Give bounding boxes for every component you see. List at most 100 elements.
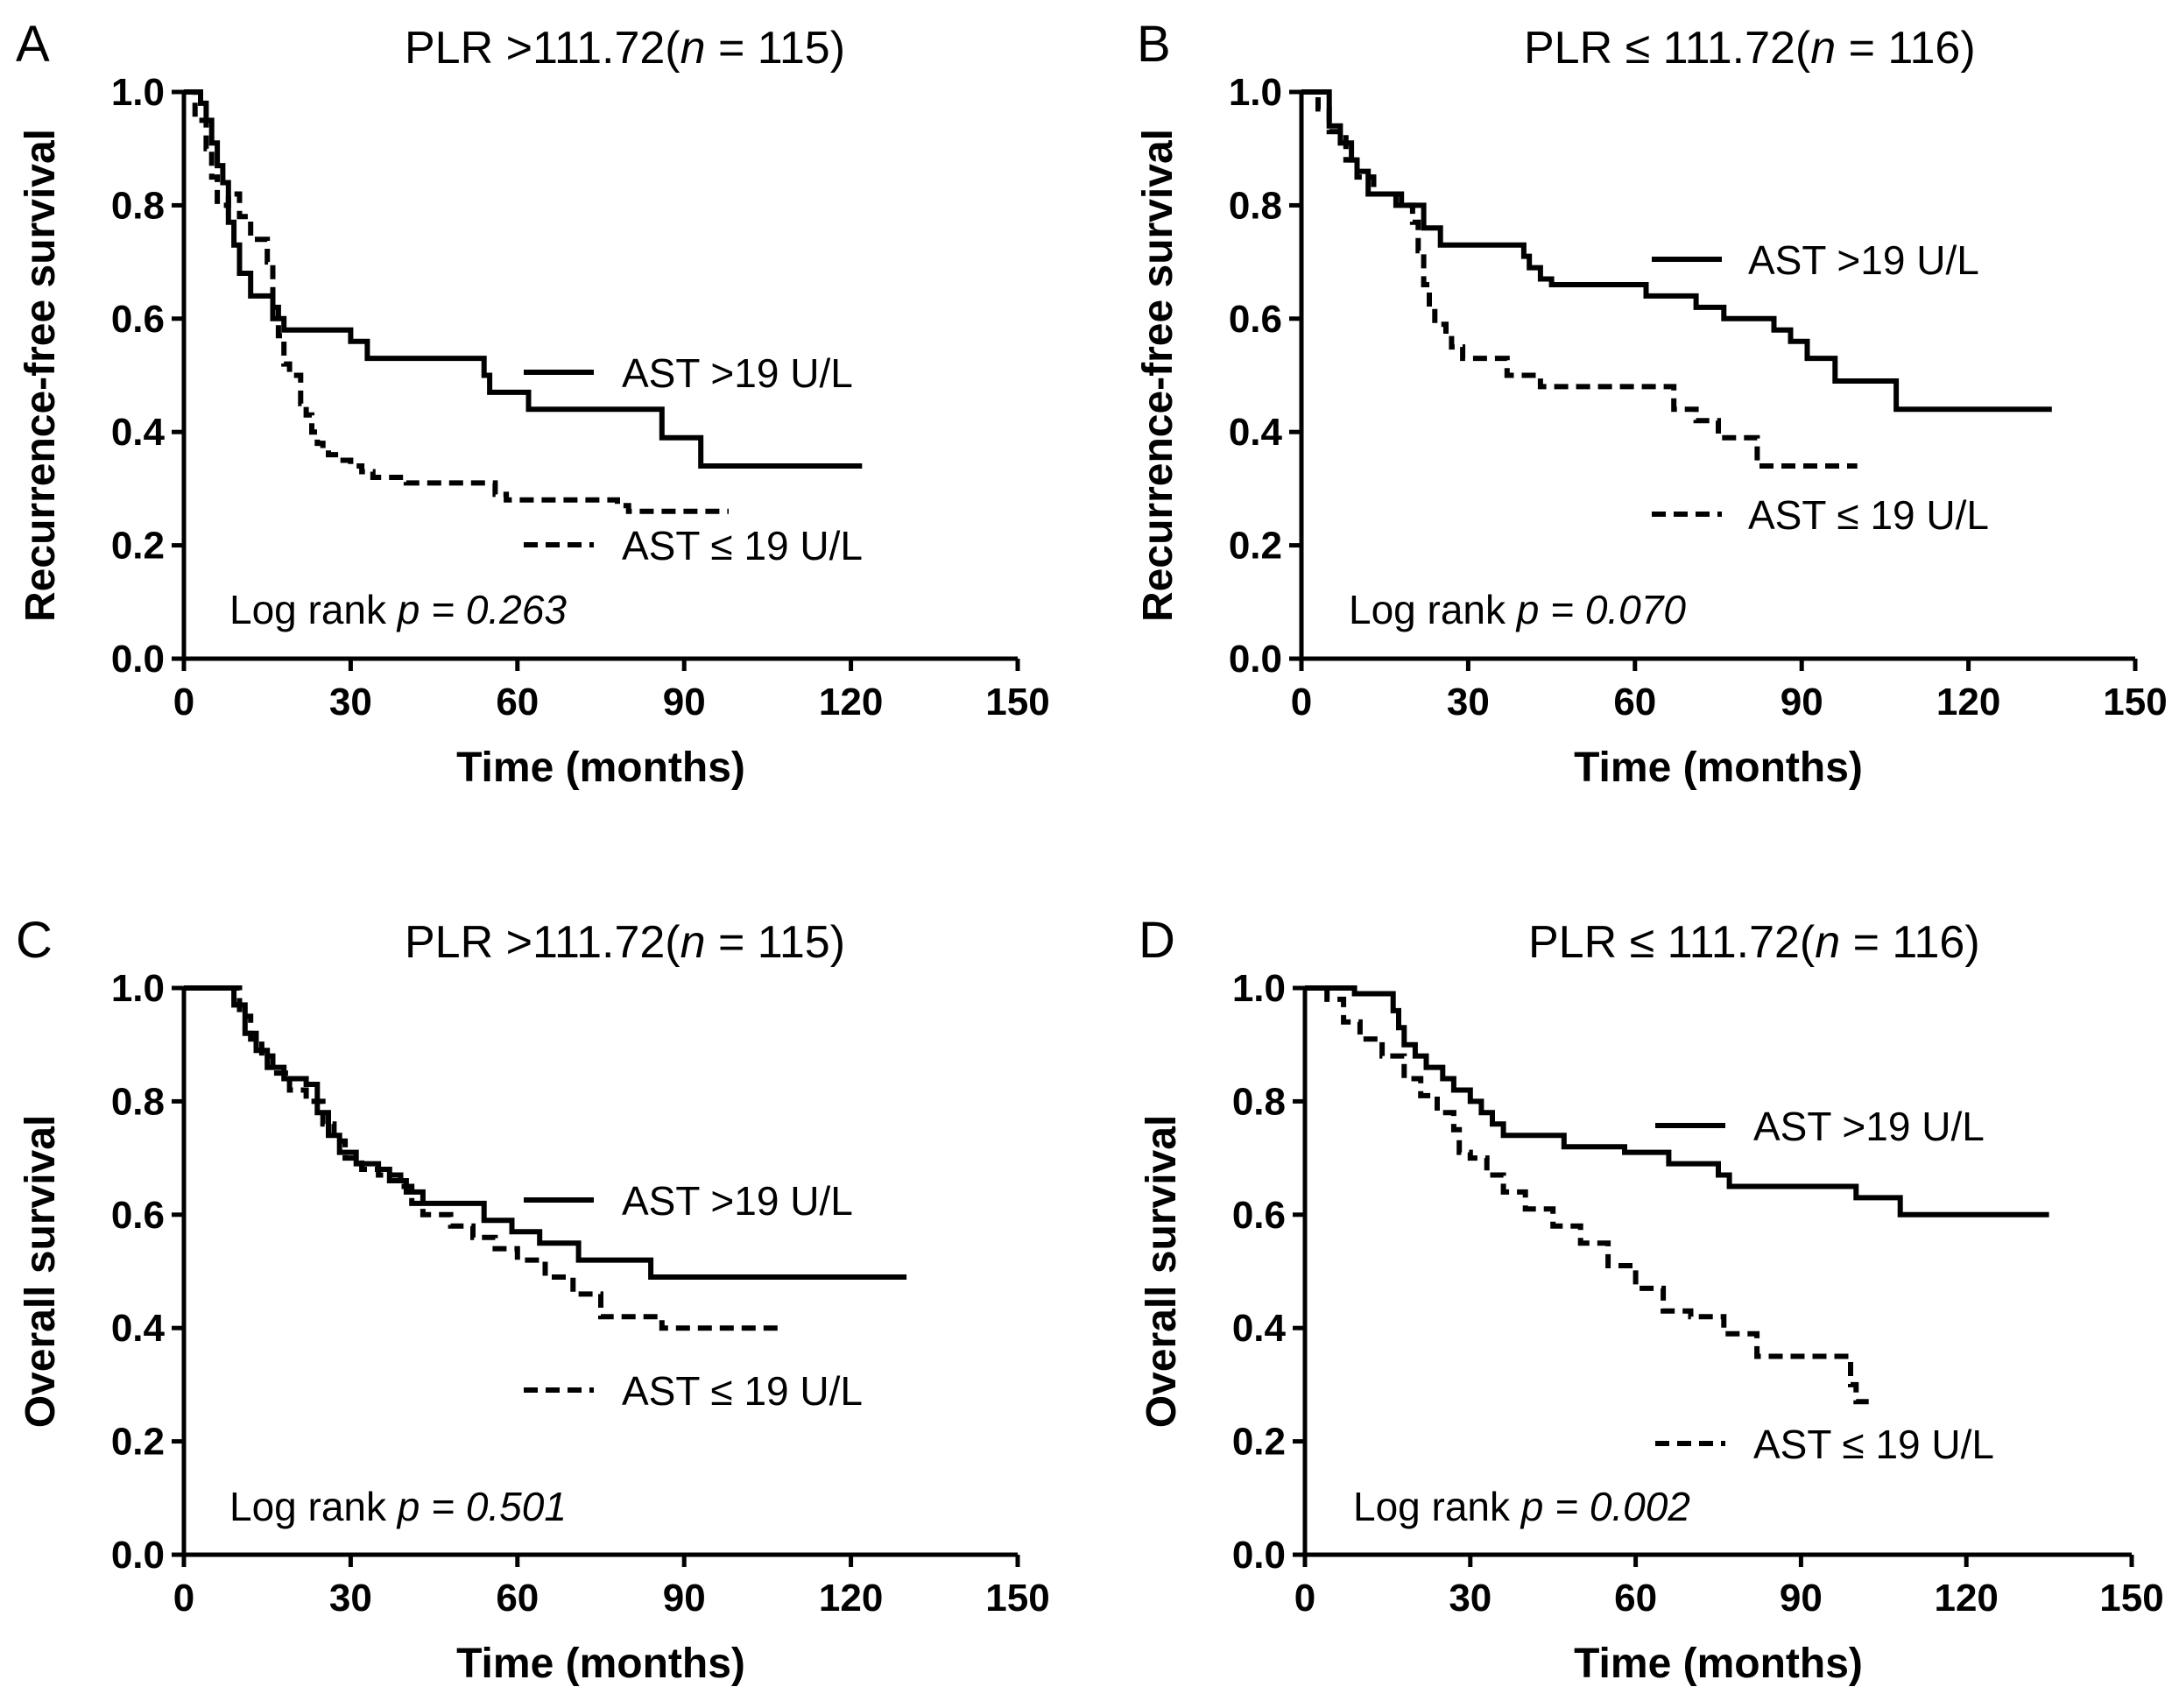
pvalue-value: = 0.002 [1543,1484,1690,1529]
x-tick-label: 30 [1447,681,1490,723]
log-rank-pvalue: Log rank p = 0.501 [229,1484,567,1529]
y-tick-label: 0.4 [111,1307,166,1350]
y-tick-label: 1.0 [111,967,165,1010]
survival-curve-ast-high [184,985,907,1280]
chart-panel-c: C PLR >111.72(n = 115) 0.0 0.2 0.4 0.6 0.8 1.0 0… [16,912,1050,1687]
x-tick-label: 150 [2099,1577,2163,1620]
log-rank-pvalue: Log rank p = 0.263 [229,587,567,632]
panel-title: PLR >111.72(n = 115) [405,917,845,968]
x-axis-title: Time (months) [456,1641,745,1687]
x-tick-label: 120 [1936,681,2000,723]
x-tick-label: 0 [1291,681,1312,723]
y-tick-label: 0.4 [1232,1307,1287,1350]
title-count: = 115) [706,917,845,968]
title-count: = 116) [1840,917,1979,968]
y-tick-label: 0.8 [1232,1080,1286,1123]
title-count: = 116) [1836,23,1975,74]
y-tick-label: 0.2 [1229,525,1282,568]
legend-ast-low-label: AST ≤ 19 U/L [622,523,863,568]
y-tick-label: 0.0 [111,1534,165,1577]
x-tick-label: 90 [1780,1577,1823,1620]
pvalue-value: = 0.070 [1539,587,1686,632]
legend-ast-high-label: AST >19 U/L [622,350,853,396]
panel-title: PLR ≤ 111.72(n = 116) [1528,917,1980,968]
pvalue-value: = 0.263 [420,587,567,632]
y-tick-label: 0.6 [1232,1194,1286,1237]
survival-curve-ast-high [184,89,863,469]
survival-curve-ast-low [1305,985,1873,1405]
title-n: n [1815,917,1840,968]
x-tick-label: 30 [329,1577,372,1620]
title-condition: ≤ 111.72( [1612,23,1811,74]
y-tick-label: 0.4 [111,411,166,454]
title-condition: >111.72( [493,23,680,74]
y-tick-label: 1.0 [111,71,165,114]
legend-ast-low-label: AST ≤ 19 U/L [1753,1422,1994,1467]
x-axis-title: Time (months) [1574,745,1863,791]
x-axis-title: Time (months) [456,745,745,791]
chart-panel-a: A PLR >111.72(n = 115) 0.0 0.2 0.4 0.6 0.8 1.0 0… [16,16,1050,791]
title-main: PLR [1528,917,1617,968]
chart-panel-d: D PLR ≤ 111.72(n = 116) 0.0 0.2 0.4 0.6 0.8 1.0… [1139,912,2164,1687]
title-n: n [680,23,706,74]
pvalue-prefix: Log rank [229,587,398,632]
title-count: = 115) [706,23,845,74]
pvalue-prefix: Log rank [1353,1484,1521,1529]
x-tick-label: 150 [985,1577,1049,1620]
y-tick-label: 0.2 [111,1421,165,1464]
x-tick-label: 60 [1614,1577,1657,1620]
log-rank-pvalue: Log rank p = 0.002 [1353,1484,1690,1529]
y-tick-label: 1.0 [1232,967,1286,1010]
x-tick-label: 60 [1613,681,1656,723]
pvalue-p: p [396,1484,420,1529]
x-tick-label: 150 [985,681,1049,723]
x-tick-label: 30 [1449,1577,1491,1620]
panel-letter: A [16,16,50,73]
legend-ast-low-label: AST ≤ 19 U/L [1748,492,1989,538]
y-tick-label: 0.8 [111,184,165,227]
x-tick-label: 60 [496,1577,539,1620]
x-tick-label: 120 [819,1577,883,1620]
pvalue-p: p [1515,587,1540,632]
y-tick-label: 0.2 [111,525,165,568]
title-main: PLR [1524,23,1612,74]
title-n: n [1810,23,1836,74]
title-condition: ≤ 111.72( [1617,917,1816,968]
legend-ast-high-label: AST >19 U/L [1753,1104,1985,1149]
pvalue-prefix: Log rank [229,1484,398,1529]
pvalue-value: = 0.501 [420,1484,567,1529]
x-tick-label: 30 [329,681,372,723]
x-tick-label: 90 [663,1577,706,1620]
x-tick-label: 60 [496,681,539,723]
y-tick-label: 0.0 [111,638,165,681]
panel-title: PLR ≤ 111.72(n = 116) [1524,23,1976,74]
legend-ast-high-label: AST >19 U/L [622,1178,853,1224]
log-rank-pvalue: Log rank p = 0.070 [1349,587,1686,632]
title-n: n [680,917,706,968]
y-tick-label: 0.6 [1229,298,1282,341]
title-condition: >111.72( [493,917,680,968]
legend-ast-high-label: AST >19 U/L [1748,237,1979,283]
y-tick-label: 0.6 [111,298,165,341]
y-axis-title: Recurrence-free survival [1135,129,1181,622]
survival-curve-ast-low [1301,89,1858,469]
chart-panel-b: B PLR ≤ 111.72(n = 116) 0.0 0.2 0.4 0.6 0.8 1.0… [1135,16,2168,791]
survival-curve-ast-low [184,985,779,1331]
y-axis-title: Overall survival [18,1115,64,1429]
y-tick-label: 0.8 [111,1080,165,1123]
panel-letter: D [1139,912,1175,969]
x-tick-label: 0 [173,681,194,723]
y-tick-label: 0.8 [1229,184,1282,227]
survival-curve-ast-low [184,89,729,514]
x-tick-label: 90 [663,681,706,723]
y-tick-label: 0.4 [1229,411,1283,454]
y-tick-label: 0.6 [111,1194,165,1237]
x-tick-label: 120 [1934,1577,1998,1620]
title-main: PLR [405,917,493,968]
survival-curve-ast-high [1305,985,2049,1217]
legend-ast-low-label: AST ≤ 19 U/L [622,1368,863,1414]
title-main: PLR [405,23,493,74]
y-tick-label: 0.0 [1229,638,1282,681]
y-tick-label: 1.0 [1229,71,1282,114]
